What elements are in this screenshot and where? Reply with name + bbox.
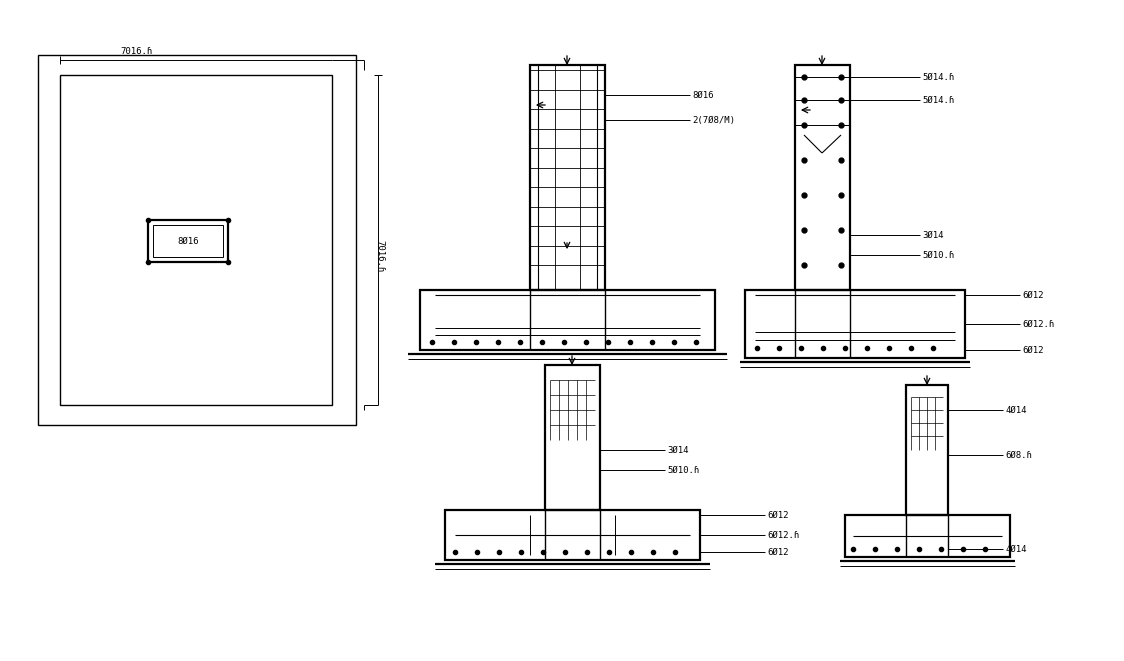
Bar <box>531 65 605 290</box>
Text: 5Ø10.ɦ: 5Ø10.ɦ <box>922 251 954 260</box>
Text: 6Ø8.ɦ: 6Ø8.ɦ <box>1005 451 1032 459</box>
Text: 2(7Ø8/M): 2(7Ø8/M) <box>692 116 735 124</box>
Bar <box>745 290 966 358</box>
Text: 6Ø12.ɦ: 6Ø12.ɦ <box>767 531 799 539</box>
Bar <box>420 290 715 350</box>
Text: 8Ø16: 8Ø16 <box>692 91 714 100</box>
Text: 5Ø14.ɦ: 5Ø14.ɦ <box>922 73 954 81</box>
Bar <box>545 365 600 510</box>
Text: 3Ø14: 3Ø14 <box>922 231 943 239</box>
Text: 7016.ɦ: 7016.ɦ <box>375 240 384 272</box>
Text: 3Ø14: 3Ø14 <box>667 446 689 455</box>
Bar <box>60 75 332 405</box>
Text: 6Ø12: 6Ø12 <box>767 510 789 520</box>
Bar <box>38 55 356 425</box>
Bar <box>795 65 850 290</box>
Text: 4Ø14: 4Ø14 <box>1005 405 1026 414</box>
Text: 4Ø14: 4Ø14 <box>1005 545 1026 553</box>
Text: 5Ø14.ɦ: 5Ø14.ɦ <box>922 95 954 104</box>
Text: 8Ø16: 8Ø16 <box>178 237 199 245</box>
Text: 5Ø10.ɦ: 5Ø10.ɦ <box>667 465 699 475</box>
Text: 7016.ɦ: 7016.ɦ <box>120 48 152 56</box>
Text: 6Ø12: 6Ø12 <box>767 547 789 557</box>
Bar <box>445 510 700 560</box>
Bar <box>153 225 223 257</box>
Text: 6Ø12.ɦ: 6Ø12.ɦ <box>1022 319 1054 329</box>
Bar <box>845 515 1010 557</box>
Text: 6Ø12: 6Ø12 <box>1022 290 1043 299</box>
Bar <box>906 385 948 515</box>
Text: 6Ø12: 6Ø12 <box>1022 346 1043 354</box>
Bar <box>148 220 228 262</box>
